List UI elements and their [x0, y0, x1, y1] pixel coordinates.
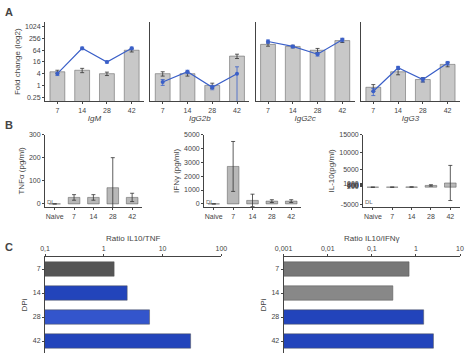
- svg-text:14: 14: [249, 213, 257, 220]
- svg-text:7: 7: [72, 213, 76, 220]
- svg-text:14: 14: [33, 289, 41, 296]
- svg-text:0,1: 0,1: [40, 245, 50, 252]
- svg-text:42: 42: [128, 213, 136, 220]
- svg-text:DL: DL: [206, 199, 214, 205]
- svg-text:600: 600: [347, 182, 359, 189]
- svg-text:28: 28: [427, 213, 435, 220]
- svg-text:1024: 1024: [25, 23, 41, 30]
- svg-text:C: C: [5, 241, 13, 253]
- svg-text:0,001: 0,001: [275, 245, 293, 252]
- svg-text:28: 28: [314, 107, 322, 114]
- svg-text:14: 14: [408, 213, 416, 220]
- svg-text:7: 7: [37, 265, 41, 272]
- svg-text:IL-10(pg/ml): IL-10(pg/ml): [327, 149, 336, 192]
- svg-text:42: 42: [233, 107, 241, 114]
- svg-text:Naive: Naive: [46, 213, 64, 220]
- svg-text:42: 42: [271, 337, 279, 344]
- svg-text:Naive: Naive: [205, 213, 223, 220]
- svg-text:7: 7: [161, 107, 165, 114]
- svg-text:7: 7: [55, 107, 59, 114]
- svg-text:0,1: 0,1: [367, 245, 377, 252]
- svg-text:4: 4: [37, 70, 41, 77]
- svg-text:14: 14: [78, 107, 86, 114]
- svg-text:4000: 4000: [184, 145, 200, 152]
- svg-text:28: 28: [271, 313, 279, 320]
- svg-text:7: 7: [371, 107, 375, 114]
- svg-text:A: A: [5, 6, 13, 18]
- svg-text:Fold change (log2): Fold change (log2): [13, 28, 22, 95]
- svg-text:28: 28: [109, 213, 117, 220]
- svg-text:42: 42: [444, 107, 452, 114]
- svg-text:Ratio IL10/IFNγ: Ratio IL10/IFNγ: [344, 234, 400, 243]
- svg-text:7: 7: [275, 265, 279, 272]
- svg-text:IFNγ (pg/ml): IFNγ (pg/ml): [172, 149, 181, 193]
- svg-text:14: 14: [394, 107, 402, 114]
- svg-text:B: B: [5, 119, 13, 131]
- svg-text:42: 42: [33, 337, 41, 344]
- svg-text:7: 7: [266, 107, 270, 114]
- svg-text:IgG3: IgG3: [402, 114, 420, 123]
- svg-text:28: 28: [103, 107, 111, 114]
- svg-text:3000: 3000: [184, 159, 200, 166]
- svg-text:100: 100: [29, 177, 41, 184]
- svg-text:14: 14: [184, 107, 192, 114]
- svg-text:200: 200: [29, 154, 41, 161]
- svg-text:10000: 10000: [339, 149, 359, 156]
- svg-text:14: 14: [90, 213, 98, 220]
- svg-text:42: 42: [446, 213, 454, 220]
- svg-text:1000: 1000: [184, 186, 200, 193]
- svg-text:100: 100: [216, 245, 228, 252]
- svg-text:42: 42: [128, 107, 136, 114]
- svg-text:IgG2c: IgG2c: [294, 114, 315, 123]
- svg-text:IgM: IgM: [88, 114, 102, 123]
- svg-text:64: 64: [33, 47, 41, 54]
- svg-text:IgG2b: IgG2b: [189, 114, 211, 123]
- svg-text:10: 10: [456, 245, 464, 252]
- svg-text:DPi: DPi: [21, 298, 30, 311]
- svg-text:28: 28: [268, 213, 276, 220]
- svg-text:14: 14: [289, 107, 297, 114]
- svg-text:16: 16: [33, 58, 41, 65]
- svg-text:Ratio IL10/TNF: Ratio IL10/TNF: [106, 234, 160, 243]
- svg-text:400: 400: [347, 182, 359, 189]
- svg-text:10: 10: [159, 245, 167, 252]
- svg-text:256: 256: [29, 35, 41, 42]
- svg-text:-5000: -5000: [341, 201, 359, 208]
- svg-text:42: 42: [338, 107, 346, 114]
- svg-text:28: 28: [419, 107, 427, 114]
- svg-text:DL: DL: [365, 199, 373, 205]
- svg-text:0.25: 0.25: [27, 94, 41, 101]
- svg-text:28: 28: [208, 107, 216, 114]
- svg-text:DPi: DPi: [259, 298, 268, 311]
- svg-text:300: 300: [29, 131, 41, 138]
- svg-text:1: 1: [37, 82, 41, 89]
- svg-text:1: 1: [414, 245, 418, 252]
- svg-text:28: 28: [33, 313, 41, 320]
- svg-text:0: 0: [196, 200, 200, 207]
- svg-text:1: 1: [102, 245, 106, 252]
- svg-text:800: 800: [347, 181, 359, 188]
- svg-text:200: 200: [347, 183, 359, 190]
- svg-text:14: 14: [271, 289, 279, 296]
- svg-text:TNFα (pg/ml): TNFα (pg/ml): [17, 147, 26, 195]
- svg-text:Naive: Naive: [364, 213, 382, 220]
- svg-text:5000: 5000: [343, 166, 359, 173]
- svg-text:1000: 1000: [343, 180, 359, 187]
- svg-text:42: 42: [287, 213, 295, 220]
- svg-text:DL: DL: [47, 199, 55, 205]
- svg-text:2000: 2000: [184, 173, 200, 180]
- svg-text:0,01: 0,01: [321, 245, 335, 252]
- svg-text:7: 7: [231, 213, 235, 220]
- svg-text:15000: 15000: [339, 131, 359, 138]
- svg-text:7: 7: [390, 213, 394, 220]
- svg-text:5000: 5000: [184, 131, 200, 138]
- svg-text:0: 0: [37, 200, 41, 207]
